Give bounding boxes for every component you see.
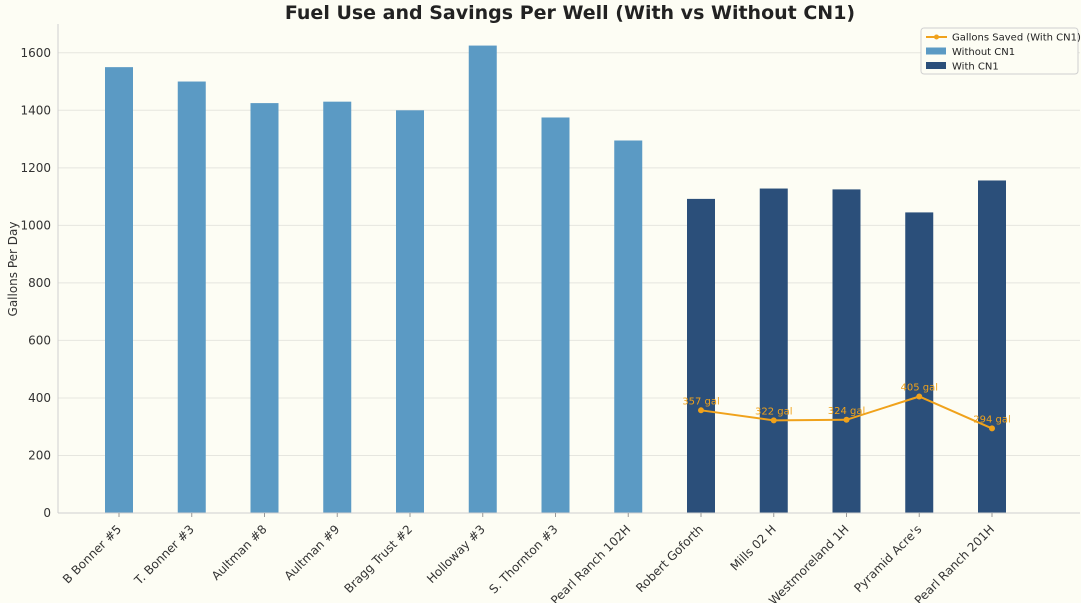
legend-label: Gallons Saved (With CN1) bbox=[952, 33, 1081, 44]
bar bbox=[468, 45, 497, 514]
x-tick-label: Holloway #3 bbox=[424, 522, 488, 586]
legend-bar-swatch bbox=[926, 47, 946, 55]
legend-label: With CN1 bbox=[952, 62, 999, 73]
data-point bbox=[989, 425, 995, 432]
y-tick-label: 800 bbox=[28, 276, 51, 290]
legend-bar-swatch bbox=[926, 62, 946, 69]
y-tick-label: 1600 bbox=[20, 46, 51, 60]
data-point bbox=[698, 407, 704, 414]
y-tick-label: 1000 bbox=[20, 218, 51, 232]
axes bbox=[57, 24, 1080, 514]
bar bbox=[759, 188, 788, 513]
x-tick-label: Pearl Ranch 102H bbox=[548, 522, 633, 603]
y-axis-label: Gallons Per Day bbox=[6, 222, 20, 317]
bar bbox=[832, 189, 861, 513]
y-tick-label: 400 bbox=[28, 391, 51, 405]
data-label: 324 gal bbox=[828, 406, 866, 417]
x-tick-labels: B Bonner #5 T. Bonner #3 Aultman #8 Aultman… bbox=[60, 513, 997, 603]
data-point bbox=[916, 393, 923, 400]
bar bbox=[177, 81, 206, 513]
bar bbox=[905, 212, 934, 514]
data-point bbox=[843, 416, 850, 423]
bar bbox=[396, 110, 424, 513]
bar bbox=[687, 198, 715, 513]
legend-label: Without CN1 bbox=[952, 47, 1015, 58]
bars bbox=[105, 45, 1006, 514]
bar bbox=[105, 67, 133, 513]
y-tick-label: 600 bbox=[28, 333, 51, 347]
bar bbox=[250, 103, 279, 514]
savings-line: 357 gal 322 gal 324 gal 405 gal 294 gal bbox=[682, 383, 1011, 432]
x-tick-label: Robert Goforth bbox=[633, 522, 706, 595]
x-tick-label: Pearl Ranch 201H bbox=[912, 522, 997, 603]
x-tick-label: Mills 02 H bbox=[728, 522, 779, 573]
x-tick-label: Aultman #8 bbox=[209, 522, 270, 583]
x-tick-label: Bragg Trust #2 bbox=[341, 522, 415, 596]
x-tick-label: B Bonner #5 bbox=[60, 522, 124, 586]
x-tick-label: S. Thornton #3 bbox=[486, 522, 560, 596]
bar bbox=[614, 140, 643, 513]
bar bbox=[323, 101, 352, 513]
x-tick-label: T. Bonner #3 bbox=[131, 522, 197, 588]
x-tick-label: Pyramid Acre's bbox=[851, 522, 924, 595]
legend: Gallons Saved (With CN1) Without CN1 With … bbox=[920, 27, 1081, 75]
y-tick-label: 1200 bbox=[20, 161, 51, 175]
bar bbox=[978, 180, 1006, 514]
data-label: 357 gal bbox=[682, 396, 720, 407]
x-tick-label: Westmoreland 1H bbox=[766, 522, 852, 603]
y-tick-label: 200 bbox=[28, 448, 51, 462]
data-label: 294 gal bbox=[973, 414, 1011, 425]
data-point bbox=[770, 417, 777, 424]
chart-title: Fuel Use and Savings Per Well (With vs W… bbox=[285, 2, 855, 24]
data-label: 322 gal bbox=[755, 406, 793, 417]
bar bbox=[541, 117, 570, 513]
y-tick-label: 1400 bbox=[20, 103, 51, 117]
y-tick-label: 0 bbox=[43, 506, 51, 520]
y-tick-labels: 0 200 400 600 800 1000 1200 1400 1600 bbox=[20, 46, 51, 520]
x-tick-label: Aultman #9 bbox=[282, 522, 343, 583]
legend-box bbox=[920, 27, 1079, 75]
legend-marker bbox=[934, 34, 939, 40]
data-label: 405 gal bbox=[900, 383, 938, 394]
